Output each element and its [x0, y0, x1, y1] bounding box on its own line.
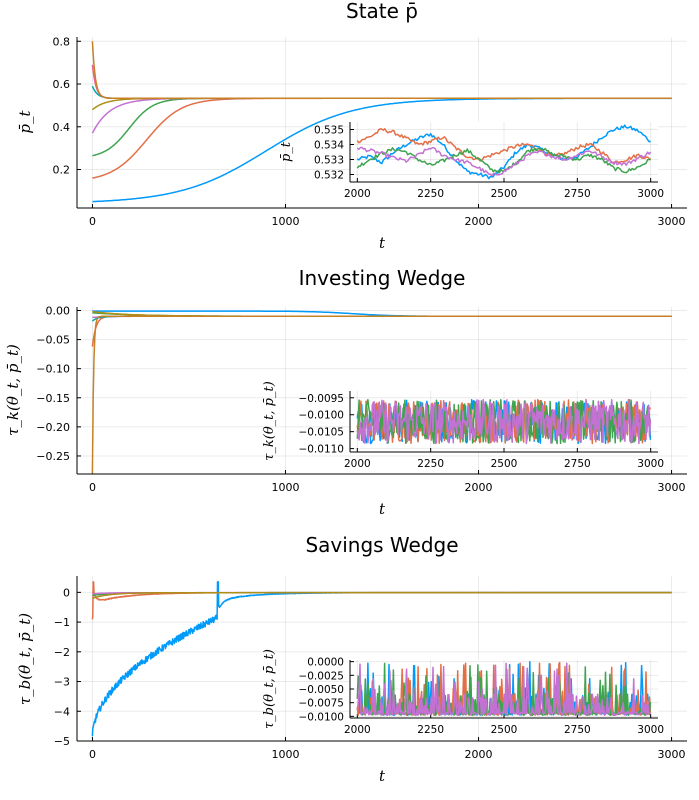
inset-xtick-label: 3000	[637, 188, 664, 200]
main-ytick-label: −0.10	[36, 363, 70, 376]
inset-xtick-label: 2000	[344, 188, 371, 200]
main-xtick-label: 1000	[271, 215, 299, 228]
inset-ytick-label: 0.535	[314, 125, 344, 137]
inset-ytick-label: −0.0105	[298, 427, 344, 439]
inset-chart: 2000 2250 2500 2750 3000 0.0000−0.0025 −0.0050…	[262, 649, 664, 736]
inset-series-line	[356, 662, 652, 716]
chart-title: State p̄	[346, 0, 418, 23]
main-xtick-label: 0	[89, 481, 96, 494]
inset-ytick-label: 0.532	[314, 170, 344, 182]
y-axis-label: p̄_t	[16, 109, 34, 133]
inset-chart: 2000 2250 2500 2750 3000 −0.0095 −0.0100 −0.010…	[262, 381, 664, 470]
series-line	[91, 315, 672, 347]
main-ytick-label: −5	[54, 735, 70, 748]
inset-series-group	[356, 661, 652, 716]
series-group	[91, 41, 672, 203]
series-line	[91, 97, 672, 111]
main-ytick-label: −4	[54, 705, 70, 718]
inset-ytick-label: 0.533	[314, 155, 344, 167]
series-line	[92, 591, 672, 600]
inset-xtick-label: 2500	[491, 724, 518, 736]
inset-series-group	[356, 398, 652, 445]
inset-ytick-label: 0.0000	[307, 657, 344, 669]
main-ytick-label: −0.15	[36, 392, 70, 405]
inset-xtick-label: 2000	[344, 458, 371, 470]
series-line	[91, 64, 672, 100]
chart-panel-2: Investing Wedge 0 1000 2000 3000 0.00 −0.05 −0.…	[4, 266, 687, 518]
inset-y-axis-label: p̄_t	[279, 141, 294, 162]
x-axis-label: t	[379, 767, 386, 785]
series-line	[91, 315, 672, 474]
chart-title: Savings Wedge	[305, 533, 458, 557]
x-axis-label: t	[379, 234, 386, 252]
inset-ytick-label: −0.0050	[298, 684, 344, 696]
inset-xtick-label: 2250	[417, 724, 444, 736]
y-axis-label: τ_b(θ_t, p̄_t)	[16, 613, 34, 705]
inset-series-line	[356, 124, 651, 180]
series-group	[91, 310, 672, 474]
inset-series-line	[356, 146, 652, 177]
inset-xtick-label: 3000	[637, 724, 664, 736]
inset-series-line	[356, 128, 652, 164]
main-ytick-label: −0.20	[36, 421, 70, 434]
inset-ytick-label: −0.0025	[298, 670, 344, 682]
series-line	[91, 41, 672, 100]
main-xtick-label: 2000	[465, 748, 493, 761]
main-ytick-label: −3	[54, 676, 70, 689]
main-ytick-label: 0	[63, 586, 70, 599]
main-xtick-label: 3000	[658, 215, 686, 228]
main-xtick-label: 3000	[658, 481, 686, 494]
inset-series-group	[356, 124, 652, 180]
main-xtick-label: 1000	[271, 748, 299, 761]
inset-y-axis-label: τ_k(θ_t, p̄_t)	[262, 381, 277, 461]
x-axis-label: t	[379, 500, 386, 518]
main-ytick-label: 0.00	[46, 304, 71, 317]
main-ytick-label: 0.4	[53, 121, 71, 134]
main-xtick-label: 2000	[465, 215, 493, 228]
series-line	[91, 581, 672, 620]
main-xtick-label: 3000	[658, 748, 686, 761]
inset-xtick-label: 2750	[564, 188, 591, 200]
inset-xtick-label: 2250	[417, 458, 444, 470]
inset-xtick-label: 2500	[491, 458, 518, 470]
main-ytick-label: −0.25	[36, 450, 70, 463]
main-xtick-label: 2000	[465, 481, 493, 494]
inset-xtick-label: 2500	[491, 188, 518, 200]
inset-ytick-label: −0.0075	[298, 698, 344, 710]
main-ytick-label: −2	[54, 646, 70, 659]
chart-title: Investing Wedge	[299, 266, 466, 290]
inset-xtick-label: 2750	[564, 724, 591, 736]
inset-y-axis-label: τ_b(θ_t, p̄_t)	[262, 649, 277, 729]
inset-ytick-label: −0.0095	[298, 393, 344, 405]
main-xtick-label: 1000	[271, 481, 299, 494]
main-ytick-label: −1	[54, 616, 70, 629]
series-line	[91, 85, 672, 100]
chart-panel-3: Savings Wedge 0 1000 2000 3000 0 −1 −2 −3 −4 −5 t τ_…	[16, 533, 687, 785]
inset-xtick-label: 2750	[564, 458, 591, 470]
y-axis-label: τ_k(θ_t, p̄_t)	[4, 344, 22, 436]
main-ytick-label: 0.6	[53, 78, 71, 91]
inset-chart: 2000 2250 2500 2750 3000 0.532 0.533 0.534 0.535…	[279, 122, 664, 200]
inset-series-line	[356, 398, 652, 445]
inset-xtick-label: 2250	[417, 188, 444, 200]
inset-xtick-label: 2000	[344, 724, 371, 736]
inset-ytick-label: −0.0110	[298, 444, 344, 456]
series-group	[91, 581, 672, 737]
chart-panel-1: State p̄0 1000 2000 30000.20.40.60.8tp̄_t20…	[16, 0, 687, 252]
inset-xtick-label: 3000	[637, 458, 664, 470]
inset-ytick-label: −0.0100	[298, 711, 344, 723]
main-ytick-label: 0.8	[53, 35, 71, 48]
inset-ytick-label: 0.534	[314, 140, 344, 152]
inset-ytick-label: −0.0100	[298, 410, 344, 422]
main-ytick-label: 0.2	[53, 164, 71, 177]
main-xtick-label: 0	[89, 215, 96, 228]
main-ytick-label: −0.05	[36, 334, 70, 347]
main-xtick-label: 0	[89, 748, 96, 761]
